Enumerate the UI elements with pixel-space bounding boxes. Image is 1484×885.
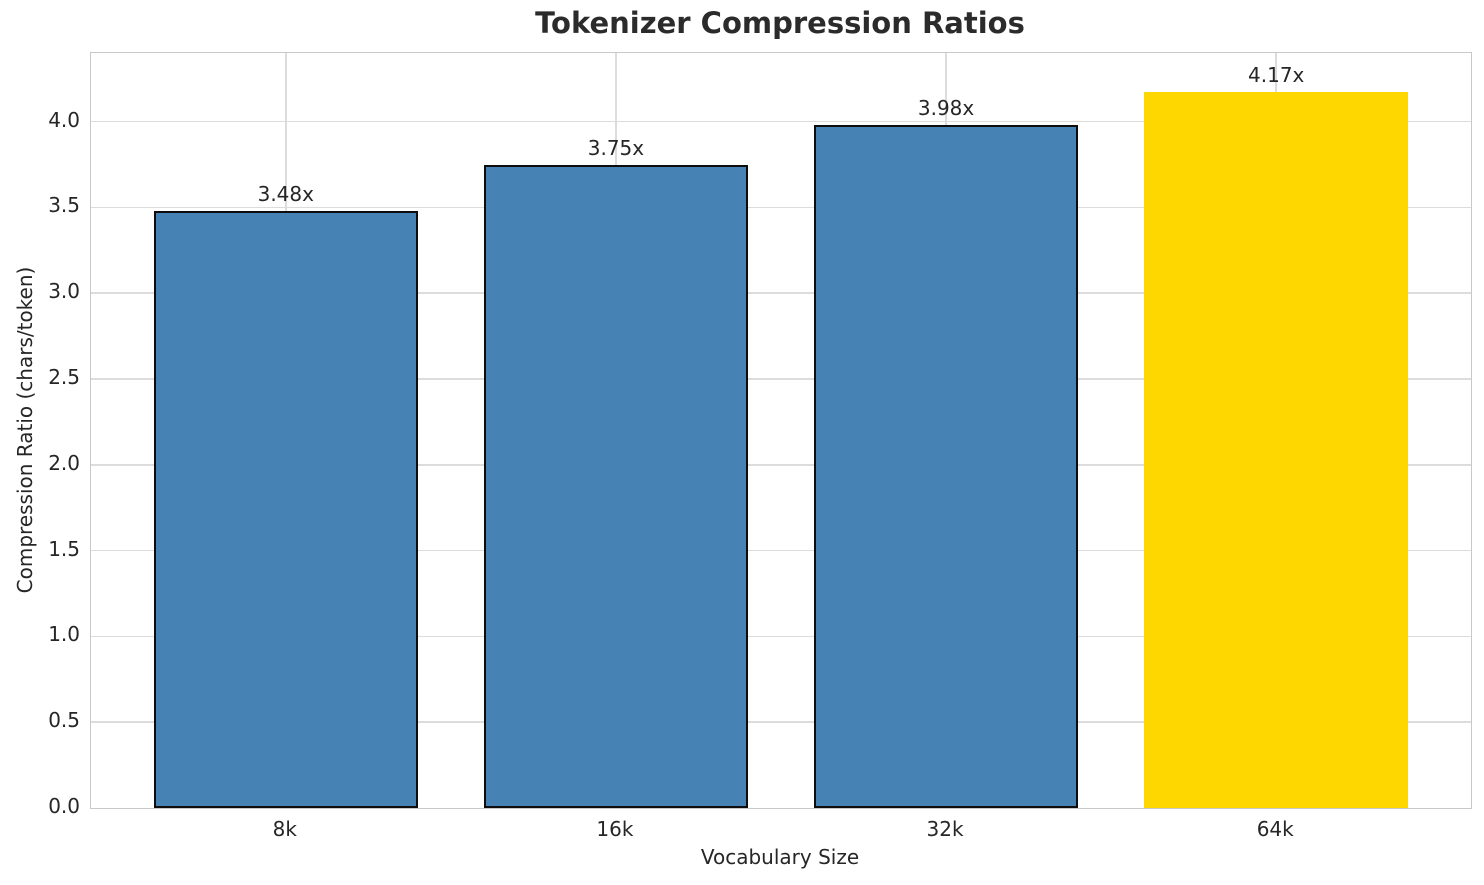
bar-value-label: 3.48x xyxy=(257,181,314,206)
horizontal-gridline xyxy=(91,635,1471,638)
chart-title: Tokenizer Compression Ratios xyxy=(535,6,1025,40)
bar-64k xyxy=(1144,92,1409,808)
x-tick-label: 8k xyxy=(272,817,297,841)
x-axis-label: Vocabulary Size xyxy=(700,845,860,869)
x-tick-label: 32k xyxy=(926,817,964,841)
horizontal-gridline xyxy=(91,206,1471,209)
bar-8k xyxy=(153,210,418,808)
horizontal-gridline xyxy=(91,721,1471,723)
plot-area: 3.48x 3.75x 3.98x 4.17x xyxy=(90,52,1472,809)
horizontal-gridline xyxy=(91,378,1471,380)
horizontal-gridline xyxy=(91,464,1471,466)
y-tick-label: 2.0 xyxy=(48,450,80,475)
horizontal-gridline xyxy=(91,120,1471,123)
horizontal-gridline xyxy=(91,549,1471,552)
y-tick-label: 2.5 xyxy=(48,365,80,390)
y-tick-label: 1.5 xyxy=(48,536,80,561)
y-tick-label: 3.0 xyxy=(48,279,80,304)
x-tick-label: 16k xyxy=(596,817,634,841)
bar-value-label: 4.17x xyxy=(1248,63,1305,88)
bar-value-label: 3.75x xyxy=(587,135,645,160)
y-tick-label: 3.5 xyxy=(48,193,80,218)
y-tick-label: 4.0 xyxy=(48,107,80,132)
bar-16k xyxy=(483,164,748,808)
x-tick-label: 64k xyxy=(1256,817,1294,841)
horizontal-gridline xyxy=(91,292,1471,294)
y-tick-label: 1.0 xyxy=(48,622,80,647)
bar-32k xyxy=(814,125,1079,808)
y-tick-label: 0.0 xyxy=(48,794,80,818)
bar-value-label: 3.98x xyxy=(917,96,975,121)
y-tick-label: 0.5 xyxy=(48,708,80,733)
